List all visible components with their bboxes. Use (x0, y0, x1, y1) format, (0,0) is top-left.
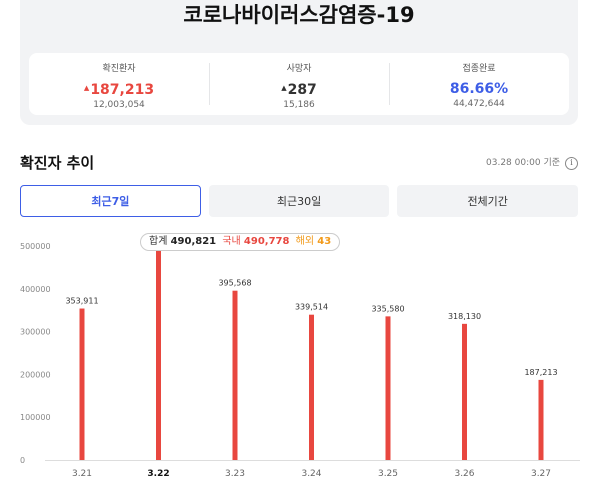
stat-confirmed[interactable]: 확진환자 ▲187,213 12,003,054 (29, 53, 209, 115)
stat-vaccinated[interactable]: 접종완료 86.66% 44,472,644 (389, 53, 569, 115)
tooltip-total-label: 합계 (149, 236, 168, 247)
bar-value-label: 335,580 (371, 304, 404, 313)
bar-3.22 (156, 249, 161, 460)
bar-3.24 (309, 314, 314, 460)
tooltip-total-value: 490,821 (170, 236, 217, 247)
stat-deaths-label: 사망자 (286, 64, 312, 74)
tooltip-domestic-label: 국내 (222, 236, 241, 247)
x-tick-label: 3.21 (72, 469, 92, 479)
bar-3.27 (538, 379, 544, 460)
x-tick-label: 3.25 (378, 469, 398, 479)
basis-time: 03.28 00:00 기준 i (486, 156, 578, 170)
y-tick-label: 500000 (20, 242, 51, 251)
info-icon[interactable]: i (565, 156, 578, 170)
x-tick-label: 3.22 (147, 469, 169, 479)
stat-confirmed-value: 187,213 (90, 82, 155, 98)
up-arrow-icon: ▲ (281, 84, 287, 92)
tab-recent-7-days[interactable]: 최근7일 (20, 185, 201, 217)
y-tick-label: 100000 (20, 413, 51, 422)
bar-value-label: 339,514 (295, 303, 328, 312)
y-tick-label: 0 (20, 456, 25, 465)
bar-value-label: 187,213 (524, 368, 557, 377)
chart-tooltip: 합계 490,821 국내 490,778 해외 43 (140, 233, 341, 251)
trend-title: 확진자 추이 (20, 154, 95, 172)
tooltip-domestic-value: 490,778 (243, 236, 290, 247)
x-tick-label: 3.23 (225, 469, 245, 479)
tab-all-period[interactable]: 전체기간 (397, 185, 579, 217)
stat-deaths-value: 287 (287, 82, 317, 98)
bar-3.26 (462, 323, 467, 460)
stat-vaccinated-value: 86.66% (449, 81, 509, 97)
confirmed-cases-bar-chart[interactable]: 0 100000 200000 300000 400000 500000 353,911 3.… (0, 228, 600, 488)
x-tick-label: 3.26 (454, 469, 474, 479)
tooltip-overseas-label: 해외 (295, 236, 315, 247)
bar-value-label: 353,911 (65, 297, 98, 306)
bar-3.23 (232, 290, 238, 460)
summary-panel: 코로나바이러스감염증-19 확진환자 ▲187,213 12,003,054 사… (20, 0, 578, 125)
bar-3.21 (79, 308, 85, 460)
tooltip-overseas-value: 43 (317, 236, 332, 247)
basis-time-text: 03.28 00:00 기준 (486, 158, 560, 168)
tab-recent-30-days[interactable]: 최근30일 (208, 185, 390, 217)
bar-value-label: 395,568 (218, 279, 251, 288)
stat-vaccinated-label: 접종완료 (462, 64, 496, 74)
stat-deaths[interactable]: 사망자 ▲287 15,186 (209, 53, 389, 115)
y-tick-label: 400000 (20, 285, 51, 294)
stat-deaths-total: 15,186 (283, 100, 315, 110)
up-arrow-icon: ▲ (83, 84, 90, 92)
stat-vaccinated-total: 44,472,644 (453, 99, 505, 109)
x-tick-label: 3.27 (531, 469, 551, 479)
stat-confirmed-total: 12,003,054 (93, 100, 145, 110)
y-tick-label: 300000 (20, 328, 51, 337)
y-tick-label: 200000 (20, 370, 51, 379)
x-tick-label: 3.24 (301, 469, 321, 479)
stat-confirmed-label: 확진환자 (102, 64, 136, 74)
bar-value-label: 318,130 (448, 312, 481, 321)
stats-card: 확진환자 ▲187,213 12,003,054 사망자 ▲287 15,186… (29, 53, 569, 115)
page-title: 코로나바이러스감염증-19 (183, 3, 415, 27)
bar-3.25 (385, 316, 391, 460)
period-tabs: 최근7일 최근30일 전체기간 (20, 185, 579, 217)
